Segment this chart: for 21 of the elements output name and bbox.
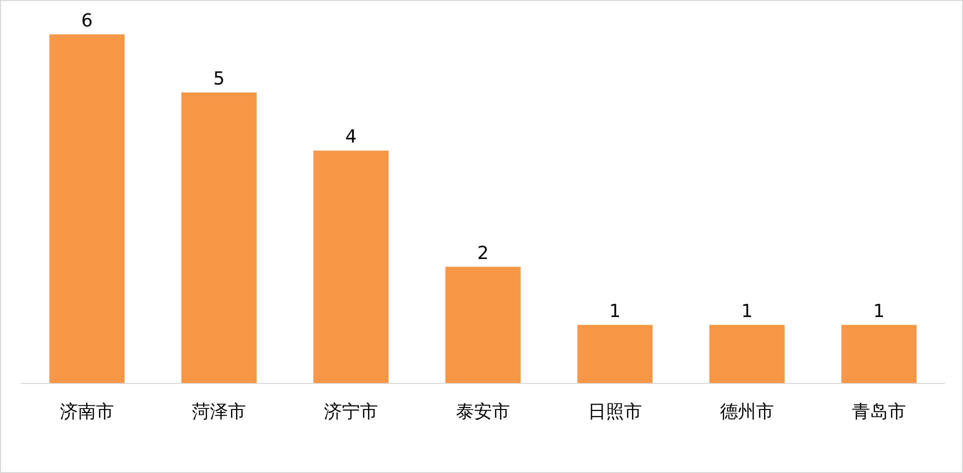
data-label: 6 xyxy=(81,10,93,32)
bar xyxy=(181,92,257,383)
data-label: 5 xyxy=(213,68,225,90)
bar xyxy=(313,150,389,383)
x-tick-label: 济南市 xyxy=(60,402,114,423)
data-label: 1 xyxy=(609,300,621,322)
bar xyxy=(709,324,785,383)
x-tick-label: 泰安市 xyxy=(456,402,510,423)
data-label: 1 xyxy=(741,300,753,322)
x-tick-label: 青岛市 xyxy=(852,402,906,423)
data-label: 4 xyxy=(345,126,357,148)
data-label: 2 xyxy=(477,242,489,264)
bar xyxy=(49,34,125,383)
x-tick-label: 德州市 xyxy=(720,402,774,423)
x-tick-label: 济宁市 xyxy=(324,402,378,423)
bar xyxy=(577,324,653,383)
x-tick-label: 日照市 xyxy=(588,402,642,423)
data-label: 1 xyxy=(873,300,885,322)
bar xyxy=(841,324,917,383)
x-tick-label: 菏泽市 xyxy=(192,402,246,423)
bar xyxy=(445,266,521,383)
